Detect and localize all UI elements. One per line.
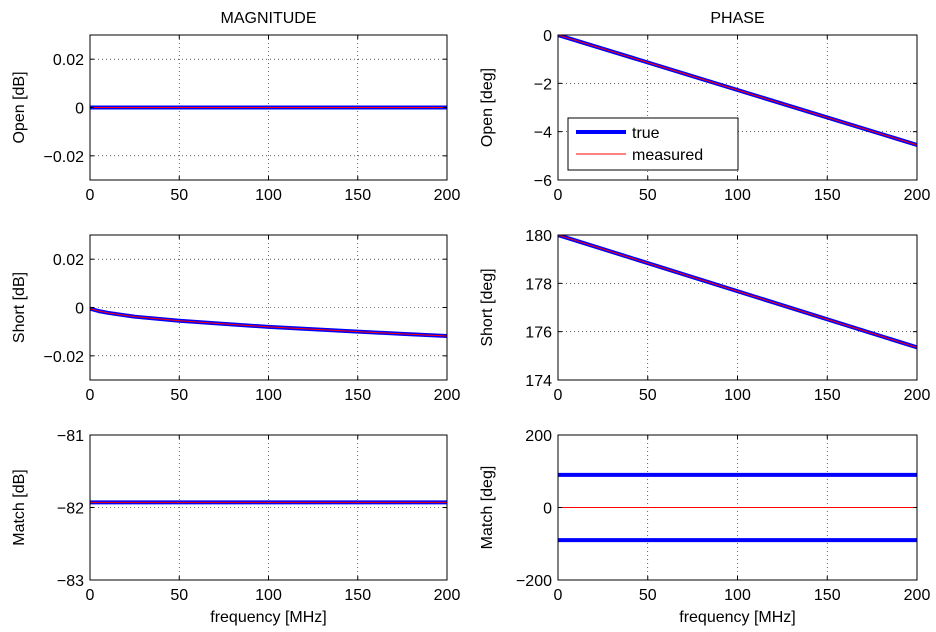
series-line-measured <box>558 235 917 348</box>
x-tick-label: 150 <box>344 587 371 604</box>
x-tick-label: 200 <box>904 387 931 404</box>
x-tick-label: 0 <box>554 587 563 604</box>
series-group <box>558 472 917 543</box>
subplot-4: 0 50 100 150 200 −83 −82 −81 Match [dB] frequency… <box>11 428 460 626</box>
y-tick-label: 180 <box>525 228 552 245</box>
x-tick-label: 50 <box>639 587 657 604</box>
y-tick-label: −83 <box>57 573 84 590</box>
y-tick-label: 0 <box>543 501 552 518</box>
x-tick-label: 50 <box>170 387 188 404</box>
legend-box <box>567 117 739 171</box>
y-tick-label: 200 <box>525 428 552 445</box>
y-tick-label: 0 <box>543 28 552 45</box>
y-tick-label: −0.02 <box>44 149 85 166</box>
y-axis-label: Open [deg] <box>479 68 496 147</box>
y-tick-label: −200 <box>516 573 552 590</box>
y-tick-label: −81 <box>57 428 84 445</box>
x-tick-label: 200 <box>434 387 461 404</box>
y-tick-label: −4 <box>534 125 552 142</box>
x-tick-label: 200 <box>434 587 461 604</box>
x-tick-label: 200 <box>904 587 931 604</box>
x-tick-label: 200 <box>904 187 931 204</box>
y-axis-label: Match [dB] <box>11 469 28 545</box>
y-axis-label: Open [dB] <box>11 71 28 143</box>
x-axis-label: frequency [MHz] <box>210 609 326 626</box>
x-tick-label: 50 <box>170 187 188 204</box>
legend-label-measured: measured <box>632 147 703 164</box>
subplot-title: MAGNITUDE <box>221 10 317 27</box>
y-axis-label: Match [deg] <box>479 466 496 550</box>
x-tick-label: 100 <box>255 187 282 204</box>
y-tick-label: 178 <box>525 276 552 293</box>
y-tick-label: 0.02 <box>53 52 84 69</box>
series-line-measured <box>90 308 447 337</box>
x-tick-label: 100 <box>255 387 282 404</box>
y-tick-label: 0.02 <box>53 252 84 269</box>
y-tick-label: −2 <box>534 76 552 93</box>
subplot-2: 0 50 100 150 200 −0.02 0 0.02 Short [dB] <box>11 234 461 404</box>
subplot-3: 0 50 100 150 200 174 176 178 180 Short [deg] <box>479 228 930 404</box>
y-tick-label: −6 <box>534 173 552 190</box>
x-tick-label: 100 <box>724 187 751 204</box>
x-tick-label: 150 <box>814 387 841 404</box>
legend-label-true: true <box>632 125 660 142</box>
x-tick-label: 0 <box>86 587 95 604</box>
subplot-0: 0 50 100 150 200 −0.02 0 0.02 Open [dB] MAGNITUDE <box>11 10 460 204</box>
subplot-title: PHASE <box>710 10 764 27</box>
y-tick-label: −82 <box>57 501 84 518</box>
y-tick-label: 174 <box>525 373 552 390</box>
x-tick-label: 0 <box>554 387 563 404</box>
x-tick-label: 50 <box>170 587 188 604</box>
y-tick-label: 0 <box>75 101 84 118</box>
x-tick-label: 50 <box>639 387 657 404</box>
y-tick-label: 0 <box>75 301 84 318</box>
x-tick-label: 50 <box>639 187 657 204</box>
x-tick-label: 100 <box>255 587 282 604</box>
x-axis-label: frequency [MHz] <box>679 609 795 626</box>
x-tick-label: 100 <box>724 387 751 404</box>
x-tick-label: 100 <box>724 587 751 604</box>
x-tick-label: 150 <box>814 587 841 604</box>
x-tick-label: 0 <box>86 387 95 404</box>
y-axis-label: Short [dB] <box>11 272 28 343</box>
x-tick-label: 0 <box>86 187 95 204</box>
y-tick-label: 176 <box>525 325 552 342</box>
series-group <box>558 35 917 147</box>
x-tick-label: 0 <box>554 187 563 204</box>
x-tick-label: 150 <box>814 187 841 204</box>
series-line-measured <box>558 35 917 146</box>
x-tick-label: 200 <box>434 187 461 204</box>
y-tick-label: −0.02 <box>44 349 85 366</box>
legend: true measured <box>567 117 739 171</box>
x-tick-label: 150 <box>344 387 371 404</box>
y-axis-label: Short [deg] <box>479 268 496 346</box>
series-group <box>558 235 917 350</box>
x-tick-label: 150 <box>344 187 371 204</box>
subplot-1: 0 50 100 150 200 −6 −4 −2 0 Open [deg] PHASE true me… <box>479 10 930 204</box>
series-group <box>90 306 447 339</box>
